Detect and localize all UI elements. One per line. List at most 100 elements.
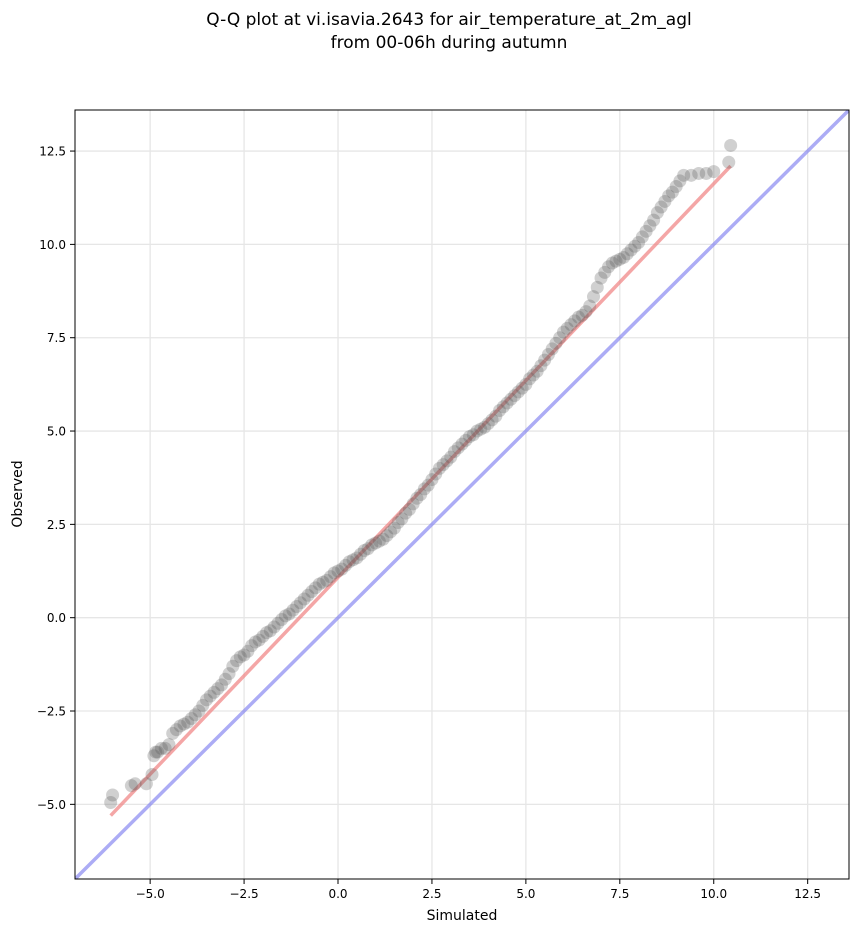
data-point — [421, 478, 435, 492]
data-point — [215, 678, 229, 692]
data-point — [579, 305, 593, 319]
data-point — [139, 777, 153, 791]
scatter-points — [104, 138, 738, 809]
data-point — [275, 613, 289, 627]
data-point — [414, 488, 428, 501]
data-point — [282, 607, 296, 621]
data-point — [553, 331, 567, 345]
data-point — [440, 454, 454, 468]
data-point — [297, 592, 311, 606]
data-point — [556, 325, 570, 339]
data-point — [541, 348, 555, 362]
data-point — [609, 254, 623, 268]
data-point — [417, 482, 431, 496]
data-point — [519, 377, 533, 391]
data-point — [316, 575, 330, 589]
data-point — [669, 180, 683, 194]
chart-title: Q-Q plot at vi.isavia.2643 for air_tempe… — [206, 10, 691, 30]
data-point — [357, 543, 371, 557]
y-tick-label: 7.5 — [47, 331, 66, 345]
data-point — [647, 213, 661, 227]
data-point — [455, 437, 469, 451]
data-point — [106, 788, 120, 802]
data-point — [169, 723, 183, 737]
data-point — [237, 648, 251, 662]
data-point — [290, 599, 304, 613]
data-point — [534, 359, 548, 373]
y-tick-label: −2.5 — [37, 705, 66, 719]
data-point — [256, 629, 270, 643]
x-tick-label: −5.0 — [136, 887, 165, 901]
data-point — [515, 381, 529, 395]
data-point — [617, 250, 631, 264]
data-point — [481, 417, 495, 431]
data-point — [267, 620, 281, 634]
x-tick-label: −2.5 — [230, 887, 259, 901]
data-point — [707, 165, 721, 179]
data-point — [154, 741, 168, 755]
data-point — [504, 392, 518, 406]
identity-line — [75, 110, 849, 879]
plot-frame — [74, 109, 850, 880]
x-tick-label: 12.5 — [794, 887, 821, 901]
data-point — [226, 659, 240, 673]
data-point — [312, 577, 326, 591]
data-point — [149, 745, 163, 759]
data-point — [241, 644, 255, 658]
data-point — [335, 562, 349, 576]
y-axis-label: Observed — [10, 460, 26, 527]
data-point — [222, 667, 236, 681]
data-point — [339, 558, 353, 572]
data-point — [447, 445, 461, 459]
data-point — [245, 639, 259, 653]
y-axis-ticks: −5.0 −2.5 0.0 2.5 5.0 7.5 10.0 12.5 — [37, 145, 75, 812]
data-point — [508, 389, 522, 403]
data-point — [263, 624, 277, 638]
data-point — [354, 547, 368, 561]
data-point — [233, 650, 247, 664]
data-point — [549, 336, 563, 350]
data-point — [365, 538, 379, 552]
data-point — [571, 310, 585, 324]
data-point — [350, 551, 364, 565]
data-point — [538, 353, 552, 367]
data-point — [590, 280, 604, 294]
data-point — [128, 777, 142, 791]
x-tick-label: 5.0 — [516, 887, 535, 901]
data-point — [673, 174, 687, 188]
x-tick-label: 2.5 — [422, 887, 441, 901]
data-point — [305, 585, 319, 599]
data-point — [192, 704, 206, 718]
data-point — [380, 529, 394, 543]
data-point — [211, 682, 225, 696]
data-point — [342, 555, 356, 569]
data-point — [560, 321, 574, 335]
data-point — [699, 166, 713, 180]
data-point — [474, 422, 488, 436]
data-point — [436, 458, 450, 472]
data-point — [643, 219, 657, 233]
data-point — [496, 400, 510, 414]
data-point — [466, 428, 480, 442]
data-point — [162, 738, 176, 752]
data-point — [402, 502, 416, 516]
data-point — [523, 372, 537, 386]
data-point — [470, 424, 484, 438]
data-point — [260, 626, 274, 640]
data-point — [628, 239, 642, 253]
data-point — [429, 467, 443, 481]
data-point — [207, 685, 221, 699]
data-point — [594, 271, 608, 285]
data-point — [451, 441, 465, 455]
data-point — [145, 767, 159, 781]
data-point — [684, 168, 698, 182]
y-tick-label: 10.0 — [39, 238, 66, 252]
data-point — [432, 461, 446, 475]
x-tick-label: 0.0 — [328, 887, 347, 901]
data-point — [184, 711, 198, 725]
data-point — [478, 420, 492, 434]
data-point — [376, 532, 390, 546]
data-point — [391, 515, 405, 529]
